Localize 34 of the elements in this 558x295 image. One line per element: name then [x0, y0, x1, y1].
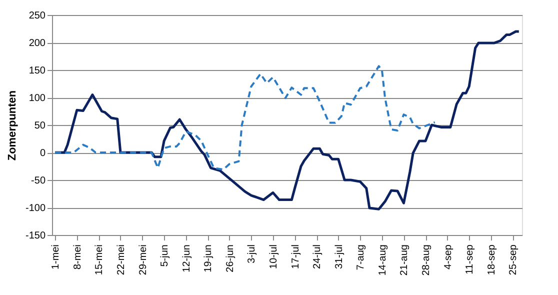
line-series: [54, 30, 520, 210]
y-tick-label: 50: [34, 120, 46, 132]
x-tick-label: 19-jun: [203, 244, 214, 272]
y-tick-label: 200: [28, 38, 46, 49]
x-tick-label: 11-sep: [464, 244, 476, 274]
y-tick-label: 150: [28, 66, 46, 76]
x-tick-label: 10-jul: [268, 244, 280, 269]
y-tick-label: 100: [28, 93, 46, 104]
x-tick-label: 15-mei: [94, 244, 106, 276]
x-tick-label: 8-mei: [72, 244, 84, 270]
y-axis-title: Zomerpunten: [6, 90, 18, 161]
y-tick-label: -100: [25, 203, 46, 214]
x-tick-label: 17-jul: [290, 244, 302, 269]
x-tick-label: 4-sep: [442, 244, 454, 270]
line-series: [54, 65, 436, 171]
x-tick-label: 22-mei: [116, 244, 127, 276]
x-tick-label: 14-aug: [377, 244, 388, 276]
x-tick-label: 3-jul: [246, 244, 258, 264]
x-tick-label: 26-jun: [224, 244, 236, 272]
x-tick-label: 29-mei: [138, 244, 149, 276]
x-tick-label: 25-sep: [508, 244, 520, 276]
x-tick-label: 5-jun: [160, 244, 171, 267]
y-tick-label: 250: [28, 10, 46, 22]
y-tick-label: 0: [40, 148, 46, 159]
y-tick-label: -50: [31, 176, 46, 186]
x-tick-label: 1-mei: [50, 244, 62, 270]
x-tick-label: 7-aug: [356, 244, 367, 270]
y-tick-label: -150: [25, 230, 46, 242]
x-tick-label: 28-aug: [421, 244, 432, 276]
x-tick-label: 21-aug: [399, 244, 410, 276]
x-tick-label: 31-jul: [334, 244, 345, 269]
x-tick-label: 24-jul: [312, 244, 324, 269]
x-tick-label: 12-jun: [181, 244, 192, 272]
x-tick-label: 18-sep: [486, 244, 498, 276]
